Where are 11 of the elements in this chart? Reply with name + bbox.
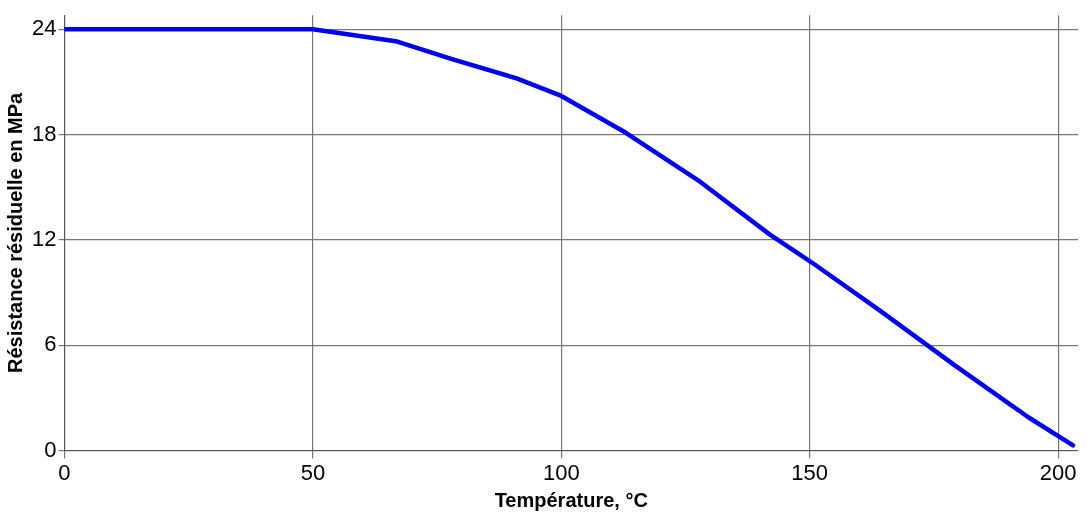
- y-tick-label: 0: [44, 436, 57, 462]
- y-tick-label: 12: [31, 225, 57, 251]
- x-tick-label: 150: [791, 459, 829, 485]
- x-tick-label: 50: [300, 459, 326, 485]
- x-tick-label: 100: [542, 459, 580, 485]
- y-axis-title: Résistance résiduelle en MPa: [3, 91, 26, 373]
- y-tick-label: 18: [31, 120, 57, 146]
- x-tick-label: 200: [1039, 459, 1077, 485]
- y-tick-label: 24: [31, 15, 57, 41]
- y-tick-label: 6: [44, 331, 57, 357]
- x-axis-title: Température, °C: [494, 488, 648, 511]
